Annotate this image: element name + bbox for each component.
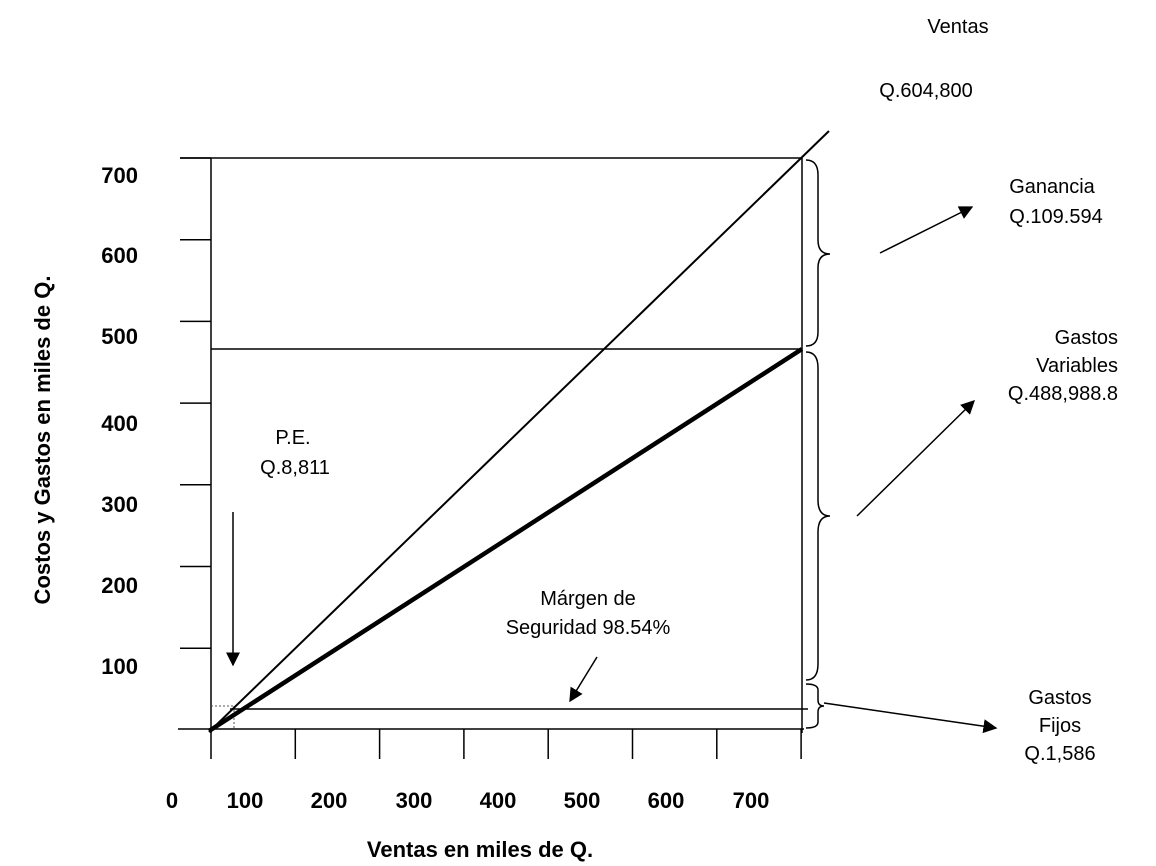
brace-ganancia	[805, 159, 831, 347]
x-tick-label: 0	[166, 788, 178, 813]
total-cost-line	[207, 347, 804, 733]
gastos-fijos-label-1: Gastos	[1028, 687, 1091, 709]
y-tick-label: 400	[101, 411, 138, 436]
ventas-value: Q.604,800	[879, 80, 972, 102]
tick-marks	[180, 157, 802, 759]
arrow-ganancia	[879, 206, 974, 254]
x-tick-label: 700	[733, 788, 770, 813]
ventas-label: Ventas	[927, 16, 988, 38]
pe-value: Q.8,811	[260, 457, 330, 479]
y-tick-label: 700	[101, 163, 138, 188]
arrow-gastos-variables	[856, 400, 975, 517]
ganancia-label: Ganancia	[1009, 176, 1095, 198]
x-tick-label: 200	[311, 788, 348, 813]
y-tick-label: 200	[101, 573, 138, 598]
y-tick-labels: 700 600 500 400 300 200 100	[101, 163, 138, 679]
x-tick-labels: 0 100 200 300 400 500 600 700	[166, 788, 769, 813]
gastos-variables-value: Q.488,988.8	[1008, 383, 1118, 405]
gastos-fijos-value: Q.1,586	[1024, 743, 1095, 765]
margin-label-2: Seguridad 98.54%	[506, 617, 671, 639]
sales-line	[208, 130, 830, 733]
margin-label-1: Márgen de	[540, 588, 636, 610]
ganancia-value: Q.109.594	[1009, 206, 1102, 228]
pe-label: P.E.	[275, 427, 310, 449]
gastos-variables-label-1: Gastos	[1055, 327, 1118, 349]
y-axis-title: Costos y Gastos en miles de Q.	[30, 276, 55, 605]
y-tick-label: 500	[101, 324, 138, 349]
brace-gastos-fijos	[805, 683, 825, 729]
gastos-fijos-label-2: Fijos	[1039, 715, 1081, 737]
y-tick-label: 100	[101, 654, 138, 679]
axes	[178, 157, 804, 733]
brace-gastos-variables	[805, 351, 831, 681]
x-tick-label: 500	[564, 788, 601, 813]
x-tick-label: 300	[396, 788, 433, 813]
x-tick-label: 600	[648, 788, 685, 813]
x-tick-label: 400	[480, 788, 517, 813]
y-tick-label: 300	[101, 492, 138, 517]
gastos-variables-label-2: Variables	[1036, 355, 1118, 377]
arrow-margin	[569, 656, 598, 703]
y-tick-label: 600	[101, 243, 138, 268]
arrow-gastos-fijos	[823, 702, 998, 734]
x-tick-label: 100	[227, 788, 264, 813]
x-axis-title: Ventas en miles de Q.	[367, 837, 593, 862]
